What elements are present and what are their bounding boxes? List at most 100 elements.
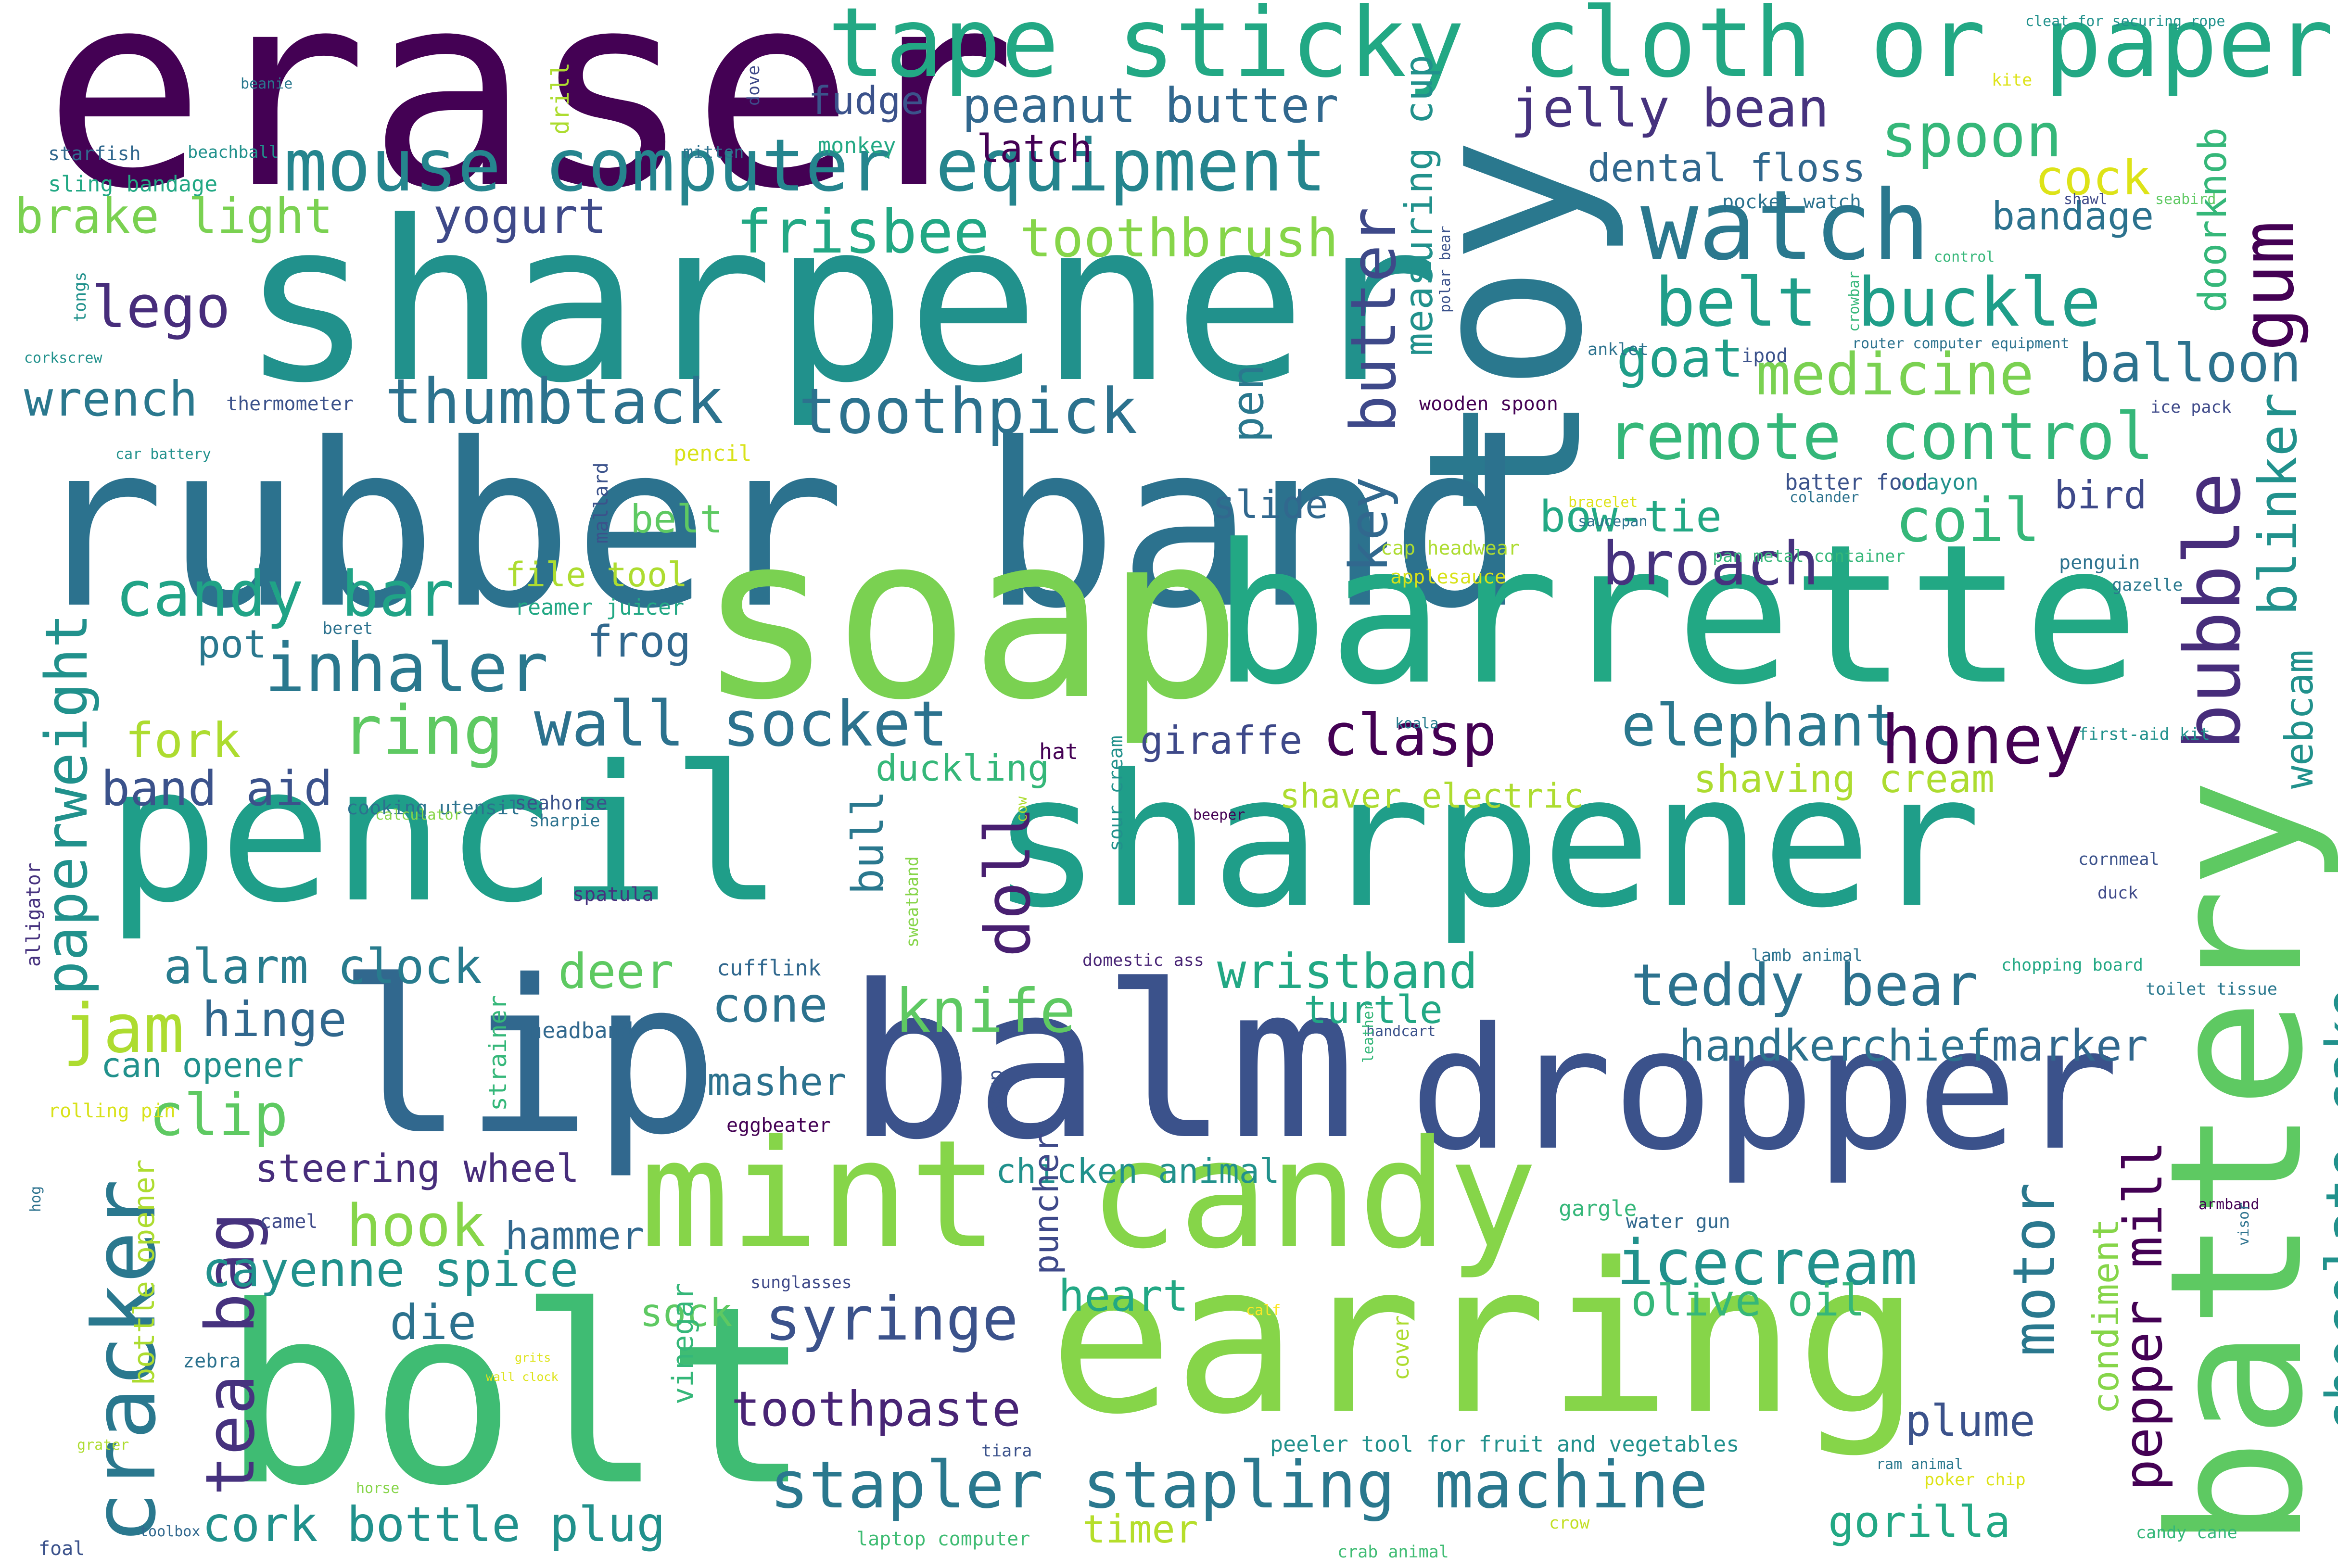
word-110: puncher [1027,1132,1066,1275]
word-146: hat [1039,739,1079,764]
word-16: mouse computer equipment [284,124,1327,208]
word-47: coil [1895,486,2041,556]
word-71: wristband [1217,943,1478,999]
word-29: wrench [24,371,198,427]
word-99: stapler stapling machine [770,1447,1708,1523]
word-88: icecream [1616,1226,1918,1299]
word-32: butter [1337,207,1410,433]
word-144: beeper [1193,807,1245,823]
word-142: sweatband [903,856,922,948]
word-46: bow-tie [1539,492,1722,542]
word-114: peeler tool for fruit and vegetables [1270,1431,1740,1457]
word-149: duck [2097,884,2138,903]
word-7: pencil [106,725,784,944]
word-186: monkey [818,133,896,158]
word-19: jelly bean [1511,77,1830,139]
word-103: bottle opener [127,1159,161,1385]
word-191: starfish [48,143,141,165]
word-128: toolbox [140,1523,201,1540]
word-87: cayenne spice [202,1241,579,1298]
word-137: sharpie [529,811,600,831]
word-145: domestic ass [1082,951,1204,970]
word-94: die [390,1294,477,1351]
word-182: dental floss [1588,146,1866,190]
word-123: candy cane [2136,1523,2237,1543]
word-33: measuring cup [1397,54,1441,356]
word-45: slide [1212,482,1328,527]
word-160: pan metal container [1713,547,1906,566]
word-165: saucepan [1578,513,1648,530]
word-67: alarm clock [164,938,483,995]
word-192: beachball [188,143,279,162]
word-174: polar bear [1437,226,1454,313]
word-140: calculator [375,807,462,823]
word-115: vinegar [666,1283,700,1404]
word-28: gum [2226,221,2310,351]
word-169: wooden spoon [1419,393,1558,415]
word-196: thermometer [226,393,354,415]
word-168: ice pack [2150,398,2232,417]
word-162: gazelle [2112,576,2183,595]
word-49: broach [1602,529,1819,599]
word-4: rubber band [29,395,1526,658]
word-40: bubble [2168,472,2258,750]
word-187: dove [744,65,763,106]
word-84: hammer [505,1214,644,1258]
word-101: timer [1082,1507,1198,1552]
word-118: ram animal [1876,1456,1963,1473]
word-21: watch [1640,170,1931,282]
word-59: fork [125,712,241,769]
word-25: toothbrush [1020,207,1339,269]
word-37: remote control [1607,399,2154,474]
word-177: cock [2035,150,2151,206]
word-55: clasp [1323,702,1497,769]
word-190: beanie [241,76,293,92]
word-138: seahorse [515,792,608,814]
word-51: frog [587,617,691,667]
word-65: doll [971,806,1044,957]
word-41: blinker [2247,392,2309,616]
word-105: cufflink [717,955,821,981]
word-2: sharpener [241,174,1440,431]
word-148: cornmeal [2078,850,2160,869]
word-135: alligator [23,862,45,967]
word-109: eggbeater [726,1114,831,1137]
word-73: jam [63,990,184,1068]
word-93: olive oil [1631,1276,1866,1326]
word-75: turtle [1304,987,1443,1032]
word-152: toilet tissue [2146,980,2277,999]
word-20: spoon [1881,101,2062,171]
word-27: belt buckle [1655,264,2101,342]
word-181: pocket watch [1722,191,1861,213]
word-179: shawl [2064,191,2108,208]
word-107: strainer [484,995,512,1111]
word-23: yogurt [433,188,607,244]
word-72: teddy bear [1631,952,1979,1019]
word-81: steering wheel [255,1146,580,1191]
word-130: wall clock [486,1370,559,1384]
word-78: chocolate cake [2314,987,2338,1433]
word-175: control [1934,249,1995,266]
word-43: candy bar [115,557,455,631]
word-153: handcart [1366,1023,1436,1040]
word-104: can opener [101,1046,304,1085]
word-198: pencil [673,441,752,466]
word-48: bird [2054,473,2147,518]
word-70: knife [895,976,1076,1046]
word-106: headband [529,1018,634,1043]
word-92: heart [1058,1271,1189,1321]
word-79: clip [149,1082,288,1149]
word-53: ring [342,692,504,770]
word-166: batter food [1785,469,1929,495]
word-66: bull [843,790,893,895]
word-0: eraser [43,0,1017,248]
word-26: lego [91,274,230,341]
word-172: router computer equipment [1852,335,2070,352]
word-98: plume [1905,1396,2035,1446]
word-194: tongs [71,271,90,322]
word-119: poker chip [1924,1470,2026,1490]
word-132: calf [1246,1302,1281,1319]
word-39: pen [1223,364,1273,443]
word-188: drill [546,62,574,135]
